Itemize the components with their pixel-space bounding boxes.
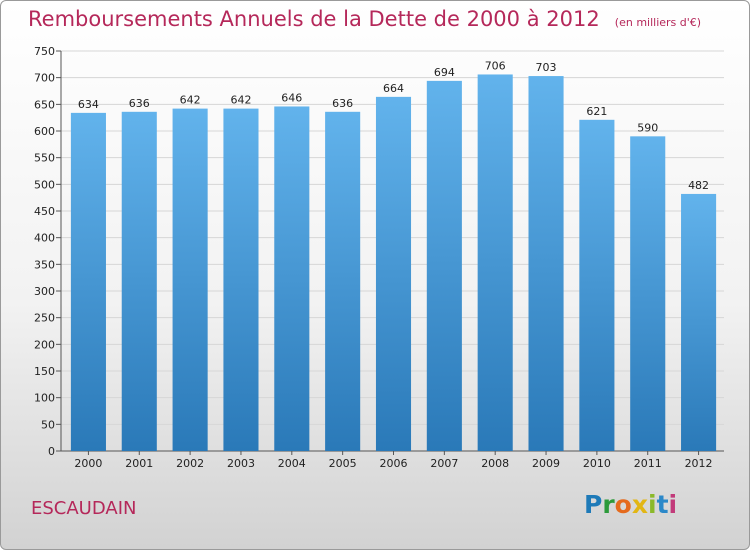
y-tick-label: 550	[34, 152, 55, 165]
x-tick-label-2006: 2006	[380, 457, 408, 470]
bar-2008[interactable]	[477, 74, 513, 451]
value-label-2003: 642	[230, 94, 251, 107]
bar-2006[interactable]	[375, 96, 412, 451]
x-tick-label-2001: 2001	[125, 457, 153, 470]
value-label-2007: 694	[434, 66, 455, 79]
y-tick-label: 600	[34, 125, 55, 138]
y-tick-label: 250	[34, 312, 55, 325]
y-tick-label: 650	[34, 98, 55, 111]
bars	[70, 74, 717, 452]
chart-title: Remboursements Annuels de la Dette de 20…	[28, 7, 600, 31]
x-tick-label-2010: 2010	[583, 457, 611, 470]
x-tick-label-2004: 2004	[278, 457, 306, 470]
x-tick-label-2011: 2011	[634, 457, 662, 470]
bar-2007[interactable]	[426, 80, 462, 451]
value-label-2011: 590	[637, 121, 658, 134]
bar-2009[interactable]	[528, 76, 564, 452]
proxiti-logo[interactable]: Proxiti	[584, 490, 678, 519]
y-tick-label: 100	[34, 392, 55, 405]
x-tick-label-2009: 2009	[532, 457, 560, 470]
value-label-2008: 706	[485, 59, 506, 72]
bar-2004[interactable]	[274, 106, 310, 451]
x-tick-label-2007: 2007	[430, 457, 458, 470]
y-tick-label: 500	[34, 178, 55, 191]
y-tick-label: 50	[41, 418, 55, 431]
value-label-2010: 621	[586, 105, 607, 118]
y-tick-label: 700	[34, 72, 55, 85]
bar-2000[interactable]	[70, 112, 106, 451]
y-tick-label: 150	[34, 365, 55, 378]
y-tick-label: 0	[48, 445, 55, 458]
bar-2001[interactable]	[121, 111, 157, 452]
y-tick-label: 350	[34, 258, 55, 271]
bar-2012[interactable]	[681, 193, 717, 451]
y-tick-label: 450	[34, 205, 55, 218]
bar-2002[interactable]	[172, 108, 208, 451]
town-name: ESCAUDAIN	[31, 498, 137, 519]
x-tick-label-2005: 2005	[329, 457, 357, 470]
value-label-2009: 703	[536, 61, 557, 74]
value-label-2012: 482	[688, 179, 709, 192]
value-label-2001: 636	[129, 97, 150, 110]
x-tick-label-2012: 2012	[685, 457, 713, 470]
y-tick-label: 400	[34, 232, 55, 245]
labels: 0 50 100 150 200 250 300 350 400 450 500 550 600 650 7…	[34, 45, 713, 470]
x-tick-label-2003: 2003	[227, 457, 255, 470]
chart-subtitle: (en milliers d'€)	[614, 16, 702, 29]
bar-2005[interactable]	[325, 111, 361, 452]
x-tick-label-2002: 2002	[176, 457, 204, 470]
bar-2010[interactable]	[579, 119, 615, 452]
value-label-2000: 634	[78, 98, 99, 111]
x-tick-label-2000: 2000	[74, 457, 102, 470]
y-tick-label: 750	[34, 45, 55, 58]
value-label-2006: 664	[383, 82, 404, 95]
value-label-2002: 642	[180, 94, 201, 107]
y-tick-label: 200	[34, 338, 55, 351]
value-label-2005: 636	[332, 97, 353, 110]
title-row: Remboursements Annuels de la Dette de 20…	[28, 7, 701, 31]
bar-2003[interactable]	[223, 108, 259, 451]
bar-2011[interactable]	[630, 136, 666, 452]
value-label-2004: 646	[281, 91, 302, 104]
x-tick-label-2008: 2008	[481, 457, 509, 470]
y-tick-label: 300	[34, 285, 55, 298]
